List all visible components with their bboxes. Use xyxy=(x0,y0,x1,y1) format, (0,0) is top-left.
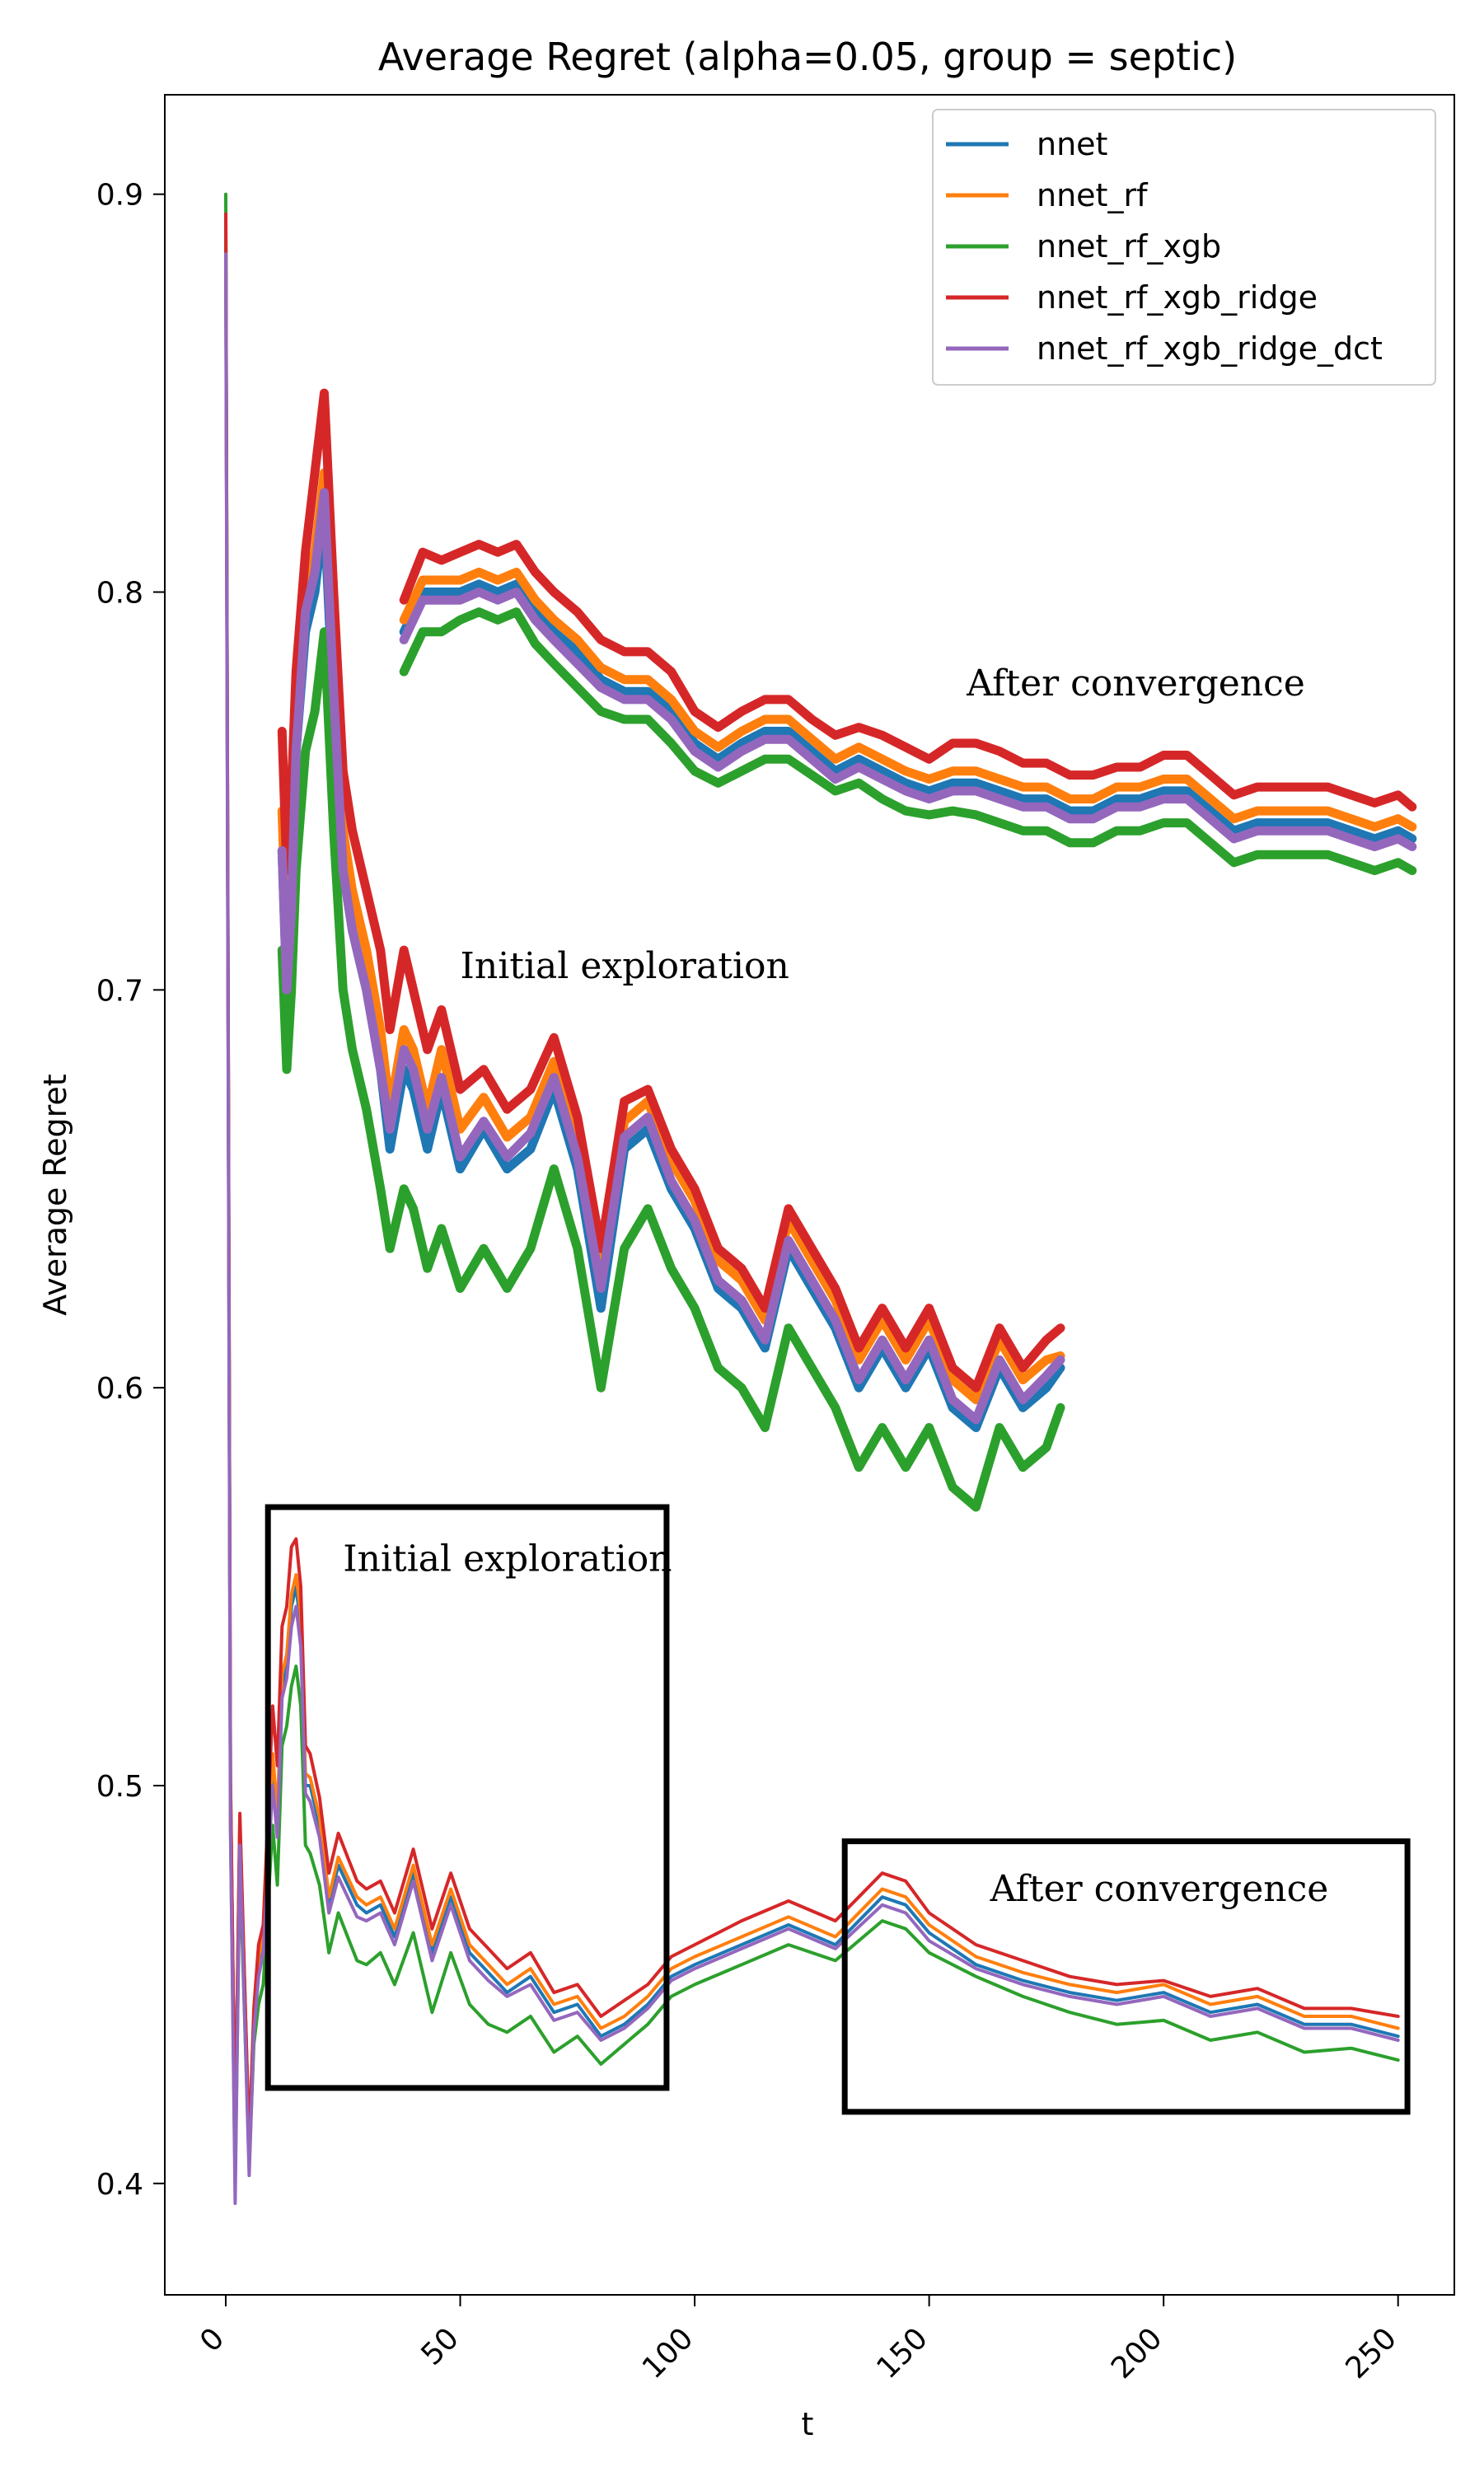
legend-label-nnet_rf_xgb_ridge: nnet_rf_xgb_ridge xyxy=(1037,279,1318,316)
inset-line-nnet_rf_xgb_ridge_dct xyxy=(277,488,1065,1425)
inset-converged-line-nnet_rf_xgb xyxy=(399,607,1417,875)
inset-converged-line-nnet_rf xyxy=(399,567,1417,831)
inset-converged-line-nnet_rf_xgb_ridge_dct xyxy=(399,588,1417,851)
inset-line-nnet_rf_xgb xyxy=(277,627,1065,1512)
axes-frame xyxy=(164,94,1455,2296)
inset-converged-line-nnet_rf_xgb_ridge xyxy=(399,540,1417,812)
legend-label-nnet_rf: nnet_rf xyxy=(1037,177,1149,213)
annotation-3: Initial exploration xyxy=(343,1538,672,1580)
series-line-nnet_rf_xgb_ridge xyxy=(224,212,1400,2146)
y-tick-label: 0.6 xyxy=(96,1372,143,1406)
y-tick-label: 0.8 xyxy=(96,577,143,611)
series-line-nnet_rf_xgb_ridge_dct xyxy=(224,252,1400,2205)
series-line-nnet_rf_xgb xyxy=(224,192,1400,2185)
y-tick-label: 0.5 xyxy=(96,1770,143,1804)
annotation-1: Initial exploration xyxy=(461,945,789,987)
x-axis-label: t xyxy=(802,2406,814,2442)
legend-frame xyxy=(932,109,1436,386)
legend-label-nnet_rf_xgb: nnet_rf_xgb xyxy=(1037,228,1221,265)
legend: nnet nnet_rf nnet_rf_xgb nnet_rf_xgb_ridgen… xyxy=(932,109,1436,386)
annotation-2: After convergence xyxy=(966,662,1305,705)
annotation-4: After convergence xyxy=(990,1868,1329,1910)
y-tick-label: 0.9 xyxy=(96,179,143,213)
highlight-box-1 xyxy=(264,1504,670,2091)
y-tick-label: 0.4 xyxy=(96,2168,143,2202)
y-tick-label: 0.7 xyxy=(96,974,143,1008)
chart-title: Average Regret (alpha=0.05, group = sept… xyxy=(378,35,1237,79)
inset-line-nnet_rf_xgb_ridge xyxy=(277,388,1065,1393)
y-axis-label: Average Regret xyxy=(37,1074,73,1315)
highlight-box-2 xyxy=(841,1838,1411,2115)
inset-converged-line-nnet xyxy=(399,579,1417,844)
legend-label-nnet: nnet xyxy=(1037,126,1107,162)
plot-area: Initial exploration After convergence Init… xyxy=(224,192,1417,2205)
legend-label-nnet_rf_xgb_ridge_dct: nnet_rf_xgb_ridge_dct xyxy=(1037,330,1383,367)
